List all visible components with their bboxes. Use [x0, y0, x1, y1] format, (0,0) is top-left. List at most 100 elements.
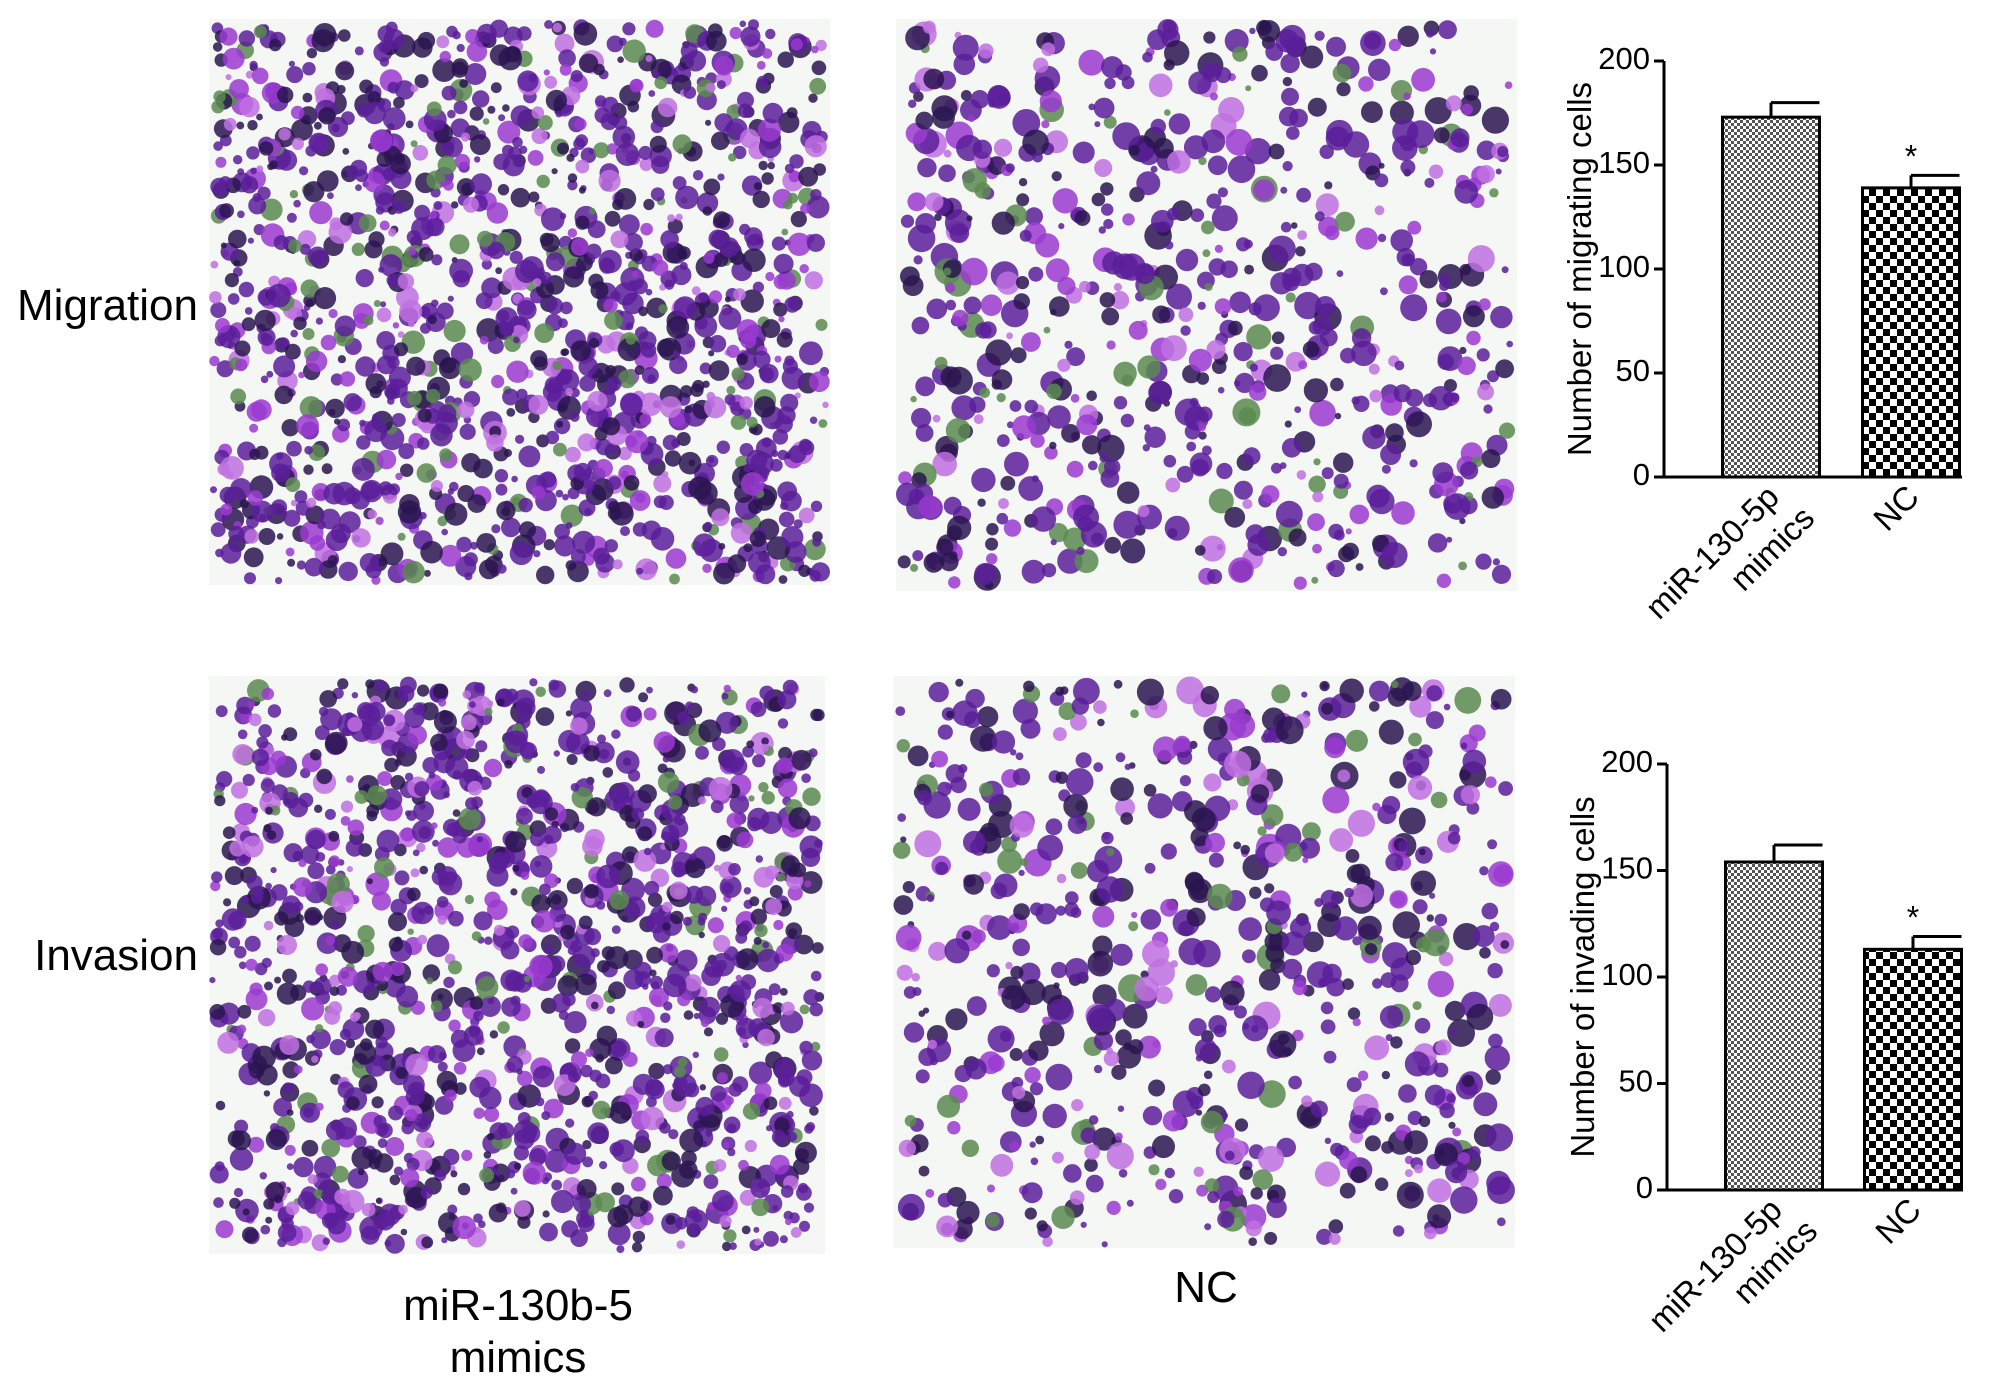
cell — [290, 499, 298, 507]
cell — [1301, 691, 1308, 698]
cell — [472, 90, 490, 108]
cell — [723, 1229, 737, 1243]
cell — [510, 1187, 518, 1195]
cell — [391, 413, 406, 427]
cell — [296, 560, 306, 570]
cell — [412, 702, 426, 716]
cell — [1167, 150, 1191, 174]
cell — [1198, 423, 1207, 432]
cell — [1013, 293, 1030, 310]
cell — [1388, 38, 1402, 52]
cell — [1488, 993, 1512, 1017]
cell — [351, 457, 375, 481]
cell — [566, 877, 584, 895]
cell — [425, 774, 443, 791]
cell — [949, 223, 970, 244]
cell — [1239, 1166, 1254, 1180]
cell — [469, 134, 491, 156]
cell — [260, 1224, 271, 1235]
cell — [603, 298, 618, 313]
cell — [1078, 49, 1105, 76]
cell — [476, 533, 497, 553]
cell — [436, 302, 454, 320]
cell — [911, 972, 920, 982]
cell — [361, 1202, 376, 1217]
cell — [789, 154, 804, 169]
cell — [1450, 1028, 1457, 1036]
cell — [1429, 892, 1436, 899]
cell — [1092, 1127, 1116, 1151]
cell — [437, 516, 448, 527]
cell — [1086, 390, 1097, 402]
cell — [896, 482, 920, 507]
cell — [555, 110, 563, 118]
cell — [560, 504, 584, 527]
cell — [528, 1148, 547, 1166]
cell — [298, 792, 314, 808]
cell — [1459, 346, 1467, 355]
cell — [265, 1182, 285, 1202]
cell — [507, 146, 522, 161]
cell — [1350, 1166, 1368, 1184]
cell — [513, 1120, 537, 1144]
cell — [943, 149, 952, 158]
cell — [1472, 925, 1495, 948]
cell — [318, 560, 338, 579]
cell — [270, 805, 281, 816]
cell — [282, 1061, 300, 1079]
cell — [413, 800, 434, 822]
cell — [364, 419, 388, 443]
cell — [653, 1185, 673, 1206]
cell — [1049, 296, 1070, 317]
cell — [1414, 1017, 1431, 1034]
cell — [757, 118, 782, 142]
cell — [1058, 223, 1065, 230]
cell — [1070, 907, 1082, 918]
cell — [244, 572, 256, 585]
cell — [778, 1096, 792, 1110]
cell — [1282, 161, 1293, 172]
cell — [1288, 528, 1307, 547]
cell — [1462, 749, 1487, 774]
cell — [937, 1192, 953, 1208]
cell — [330, 920, 340, 930]
cell — [1099, 453, 1109, 463]
cell — [1390, 229, 1413, 252]
cell — [1079, 280, 1091, 293]
cell — [486, 202, 509, 224]
cell — [791, 749, 812, 771]
cell — [464, 572, 473, 581]
cell — [717, 173, 725, 181]
cell — [633, 849, 657, 872]
cell — [784, 296, 801, 313]
cell — [1487, 1176, 1515, 1205]
cell — [290, 329, 299, 338]
cell — [657, 97, 678, 118]
cell — [1224, 28, 1249, 53]
cell — [620, 526, 630, 537]
cell — [283, 843, 303, 863]
cell — [618, 446, 632, 461]
cell — [631, 1242, 643, 1253]
cell — [438, 1051, 447, 1060]
cell — [425, 217, 445, 237]
cell — [317, 520, 326, 530]
cell — [1481, 106, 1509, 134]
cell — [740, 289, 764, 313]
cell — [407, 887, 421, 902]
cell — [1261, 733, 1271, 743]
cell — [1005, 961, 1013, 970]
cell — [249, 423, 259, 433]
cell — [515, 259, 539, 283]
cell — [321, 1186, 340, 1205]
cell — [768, 983, 781, 996]
cell — [1280, 186, 1288, 194]
cell — [354, 790, 369, 804]
cell — [780, 1185, 794, 1198]
cell — [238, 281, 255, 298]
cell — [1435, 1039, 1452, 1056]
cell — [465, 797, 478, 810]
cell — [1476, 140, 1497, 161]
cell — [307, 862, 325, 880]
cell — [271, 884, 288, 901]
